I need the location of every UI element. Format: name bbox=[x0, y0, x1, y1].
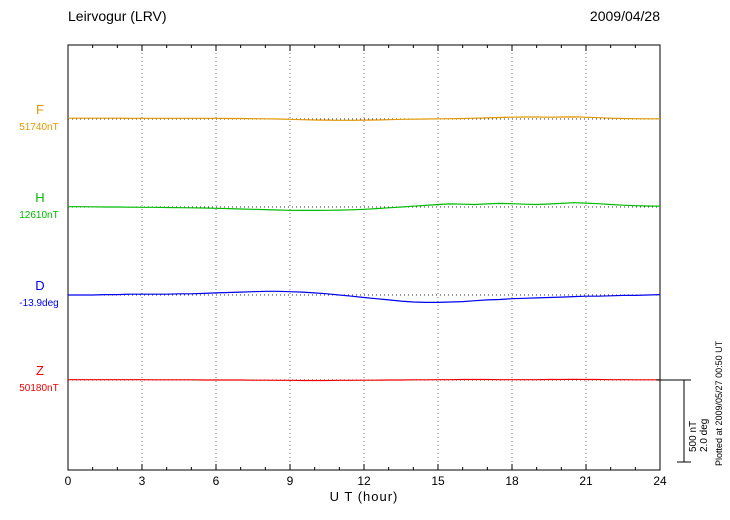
scalebar-deg-label: 2.0 deg bbox=[699, 418, 710, 452]
series-baseline-value-D: -13.9deg bbox=[19, 298, 59, 309]
x-tick-label: 18 bbox=[505, 474, 519, 488]
x-tick-label: 24 bbox=[653, 474, 667, 488]
plotted-note: Plotted at 2009/05/27 00:50 UT bbox=[714, 340, 724, 466]
series-label-D: D bbox=[35, 278, 45, 293]
x-tick-label: 9 bbox=[286, 474, 294, 488]
x-tick-label: 6 bbox=[212, 474, 220, 488]
page-title: Leirvogur (LRV) bbox=[68, 8, 167, 24]
series-label-Z: Z bbox=[36, 363, 44, 378]
x-tick-label: 0 bbox=[64, 474, 72, 488]
series-label-H: H bbox=[35, 190, 45, 205]
x-tick-label: 15 bbox=[431, 474, 445, 488]
date-label: 2009/04/28 bbox=[589, 8, 660, 24]
scalebar-nt-label: 500 nT bbox=[688, 420, 699, 452]
series-baseline-value-F: 51740nT bbox=[19, 122, 59, 133]
series-baseline-value-Z: 50180nT bbox=[19, 383, 59, 394]
series-label-F: F bbox=[36, 102, 44, 117]
x-tick-label: 12 bbox=[357, 474, 371, 488]
series-baseline-value-H: 12610nT bbox=[19, 210, 59, 221]
x-axis-label: U T (hour) bbox=[329, 489, 399, 504]
x-tick-label: 3 bbox=[138, 474, 146, 488]
x-tick-label: 21 bbox=[579, 474, 593, 488]
